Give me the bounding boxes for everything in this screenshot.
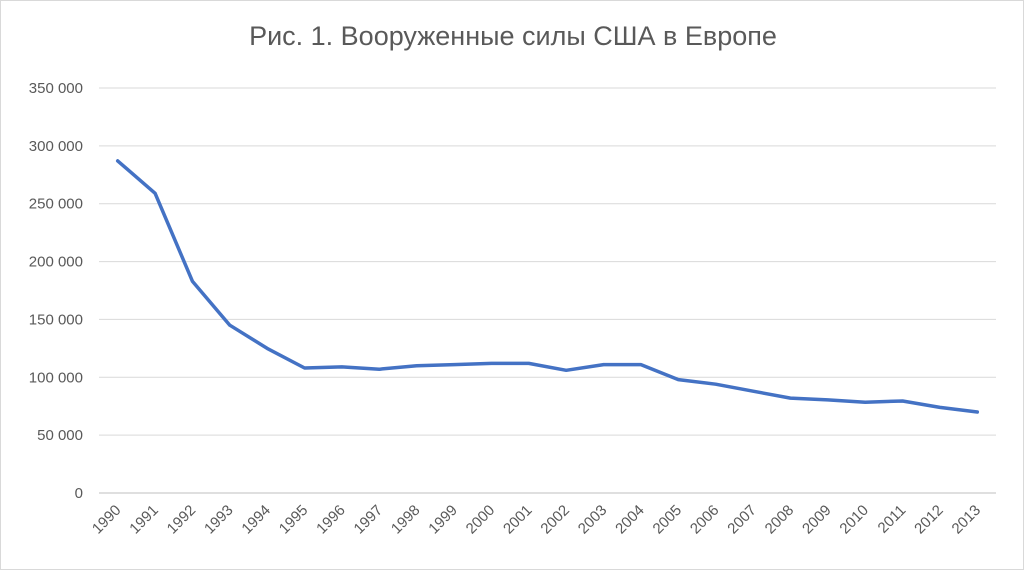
x-tick-label: 1990 [89,502,125,538]
x-tick-label: 2006 [687,502,723,538]
x-tick-label: 2013 [949,502,985,538]
x-tick-label: 2010 [836,502,872,538]
x-tick-label: 2005 [650,502,686,538]
y-tick-label: 150 000 [29,311,83,328]
x-tick-label: 2001 [500,502,536,538]
y-tick-label: 300 000 [29,138,83,155]
x-tick-label: 2002 [537,502,573,538]
x-tick-label: 2007 [724,502,760,538]
y-tick-label: 200 000 [29,254,83,271]
x-tick-label: 2009 [799,502,835,538]
y-tick-label: 250 000 [29,196,83,213]
y-tick-label: 350 000 [29,80,83,97]
x-tick-label: 2003 [575,502,611,538]
x-tick-label: 1997 [351,502,387,538]
x-tick-label: 1991 [126,502,162,538]
x-tick-label: 1996 [313,502,349,538]
x-tick-label: 2000 [463,502,499,538]
x-tick-label: 1999 [425,502,461,538]
x-tick-label: 1994 [238,502,274,538]
x-tick-label: 2011 [875,502,910,537]
x-tick-label: 1992 [164,502,200,538]
series-line [118,161,978,412]
x-tick-label: 2008 [762,502,798,538]
x-tick-label: 2004 [612,502,648,538]
x-tick-label: 1995 [276,502,312,538]
y-tick-label: 0 [75,485,83,502]
y-tick-label: 100 000 [29,369,83,386]
x-tick-label: 1998 [388,502,424,538]
x-tick-label: 1993 [201,502,237,538]
x-tick-label: 2012 [911,502,947,538]
y-tick-label: 50 000 [37,427,83,444]
